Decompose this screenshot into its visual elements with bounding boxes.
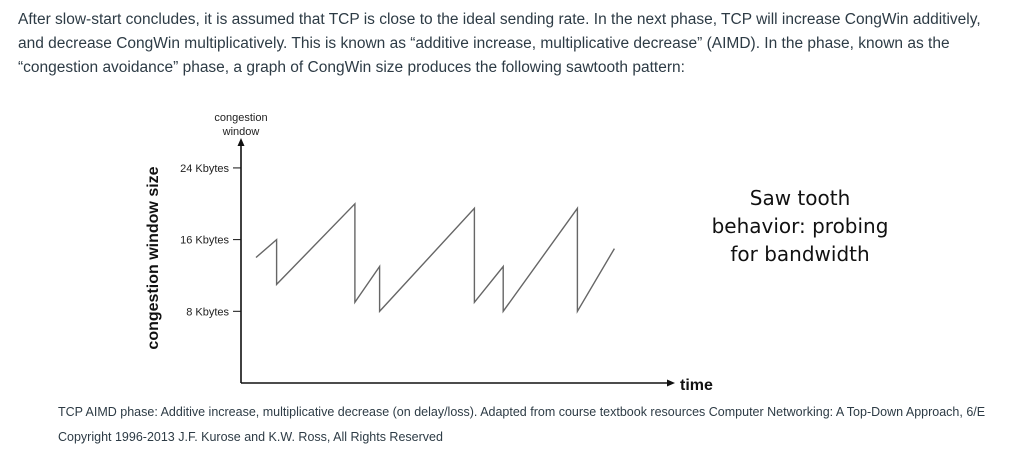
- annotation-line-3: for bandwidth: [730, 242, 870, 266]
- y-axis-side-label: congestion window size: [145, 166, 162, 349]
- intro-paragraph: After slow-start concludes, it is assume…: [18, 11, 981, 76]
- annotation-line-2: behavior: probing: [711, 214, 889, 238]
- sawtooth-annotation: Saw tooth behavior: probing for bandwidt…: [690, 184, 910, 268]
- y-tick-label-1: 16 Kbytes: [180, 235, 229, 247]
- y-axis-top-label-line2: window: [222, 126, 260, 138]
- y-axis-arrowhead: [237, 138, 245, 146]
- x-axis-arrowhead: [667, 379, 675, 387]
- series-line-0: [255, 202, 616, 314]
- series-group: [255, 202, 616, 314]
- y-ticks: 24 Kbytes 16 Kbytes 8 Kbytes: [180, 163, 241, 318]
- y-tick-label-0: 24 Kbytes: [180, 163, 229, 175]
- y-tick-label-2: 8 Kbytes: [186, 306, 229, 318]
- x-axis-label: time: [680, 377, 713, 394]
- figure-caption: TCP AIMD phase: Additive increase, multi…: [58, 405, 986, 444]
- chart-axes: [237, 138, 675, 387]
- y-axis-top-label-line1: congestion: [214, 112, 267, 124]
- annotation-line-1: Saw tooth: [749, 186, 851, 210]
